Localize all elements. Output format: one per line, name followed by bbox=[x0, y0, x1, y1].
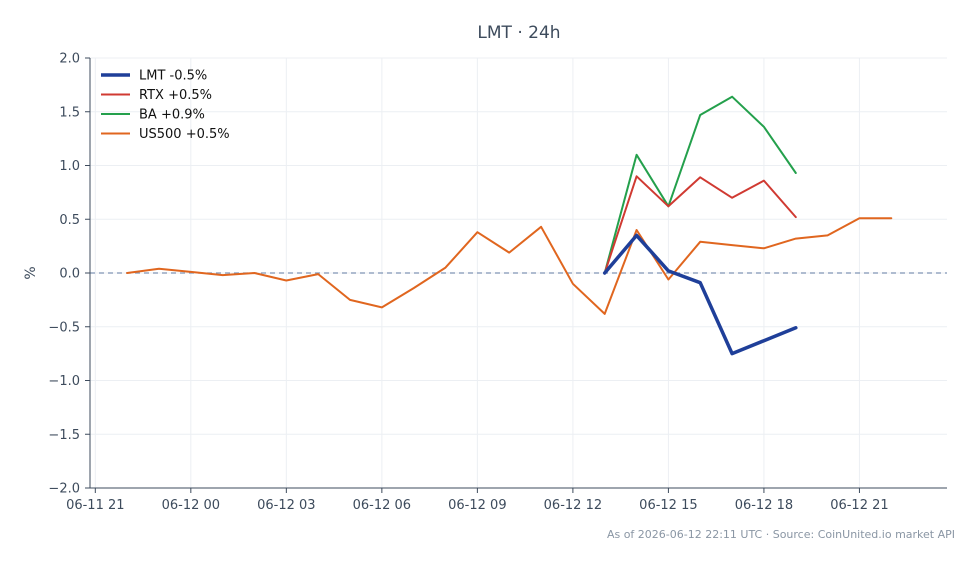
chart-footer: As of 2026-06-12 22:11 UTC · Source: Coi… bbox=[607, 528, 955, 541]
y-tick-label: 1.5 bbox=[59, 105, 80, 120]
legend-label-us500: US500 +0.5% bbox=[139, 127, 230, 142]
y-tick-label: 2.0 bbox=[59, 52, 80, 67]
x-tick-label: 06-12 18 bbox=[735, 498, 793, 513]
x-tick-label: 06-12 03 bbox=[257, 498, 315, 513]
y-axis-ticks: −2.0 −1.5 −1.0 −0.5 0.0 0.5 1.0 1.5 2.0 bbox=[48, 52, 90, 497]
series-line-ba bbox=[603, 95, 797, 274]
series bbox=[126, 95, 893, 356]
x-tick-label: 06-12 06 bbox=[353, 498, 411, 513]
legend: LMT -0.5% RTX +0.5% BA +0.9% US500 +0.5% bbox=[101, 69, 230, 142]
x-axis-ticks: 06-11 21 06-12 00 06-12 03 06-12 06 06-12 09… bbox=[66, 488, 889, 513]
x-tick-label: 06-12 12 bbox=[544, 498, 602, 513]
y-axis-label: % bbox=[23, 266, 39, 279]
chart-title: LMT · 24h bbox=[477, 23, 560, 43]
y-tick-label: 0.0 bbox=[59, 267, 80, 282]
x-tick-label: 06-12 21 bbox=[830, 498, 888, 513]
y-tick-label: −1.0 bbox=[48, 374, 80, 389]
y-tick-label: −2.0 bbox=[48, 482, 80, 497]
x-tick-label: 06-12 00 bbox=[162, 498, 220, 513]
series-line-rtx bbox=[603, 175, 797, 274]
legend-label-lmt: LMT -0.5% bbox=[139, 69, 207, 84]
legend-label-rtx: RTX +0.5% bbox=[139, 88, 212, 103]
y-tick-label: −1.5 bbox=[48, 428, 80, 443]
y-tick-label: 0.5 bbox=[59, 213, 80, 228]
legend-label-ba: BA +0.9% bbox=[139, 108, 205, 123]
y-tick-label: −0.5 bbox=[48, 320, 80, 335]
series-line-lmt bbox=[602, 233, 798, 356]
series-line-us500 bbox=[126, 217, 893, 315]
x-tick-label: 06-12 09 bbox=[448, 498, 506, 513]
x-tick-label: 06-12 15 bbox=[639, 498, 697, 513]
x-tick-label: 06-11 21 bbox=[66, 498, 124, 513]
y-tick-label: 1.0 bbox=[59, 159, 80, 174]
